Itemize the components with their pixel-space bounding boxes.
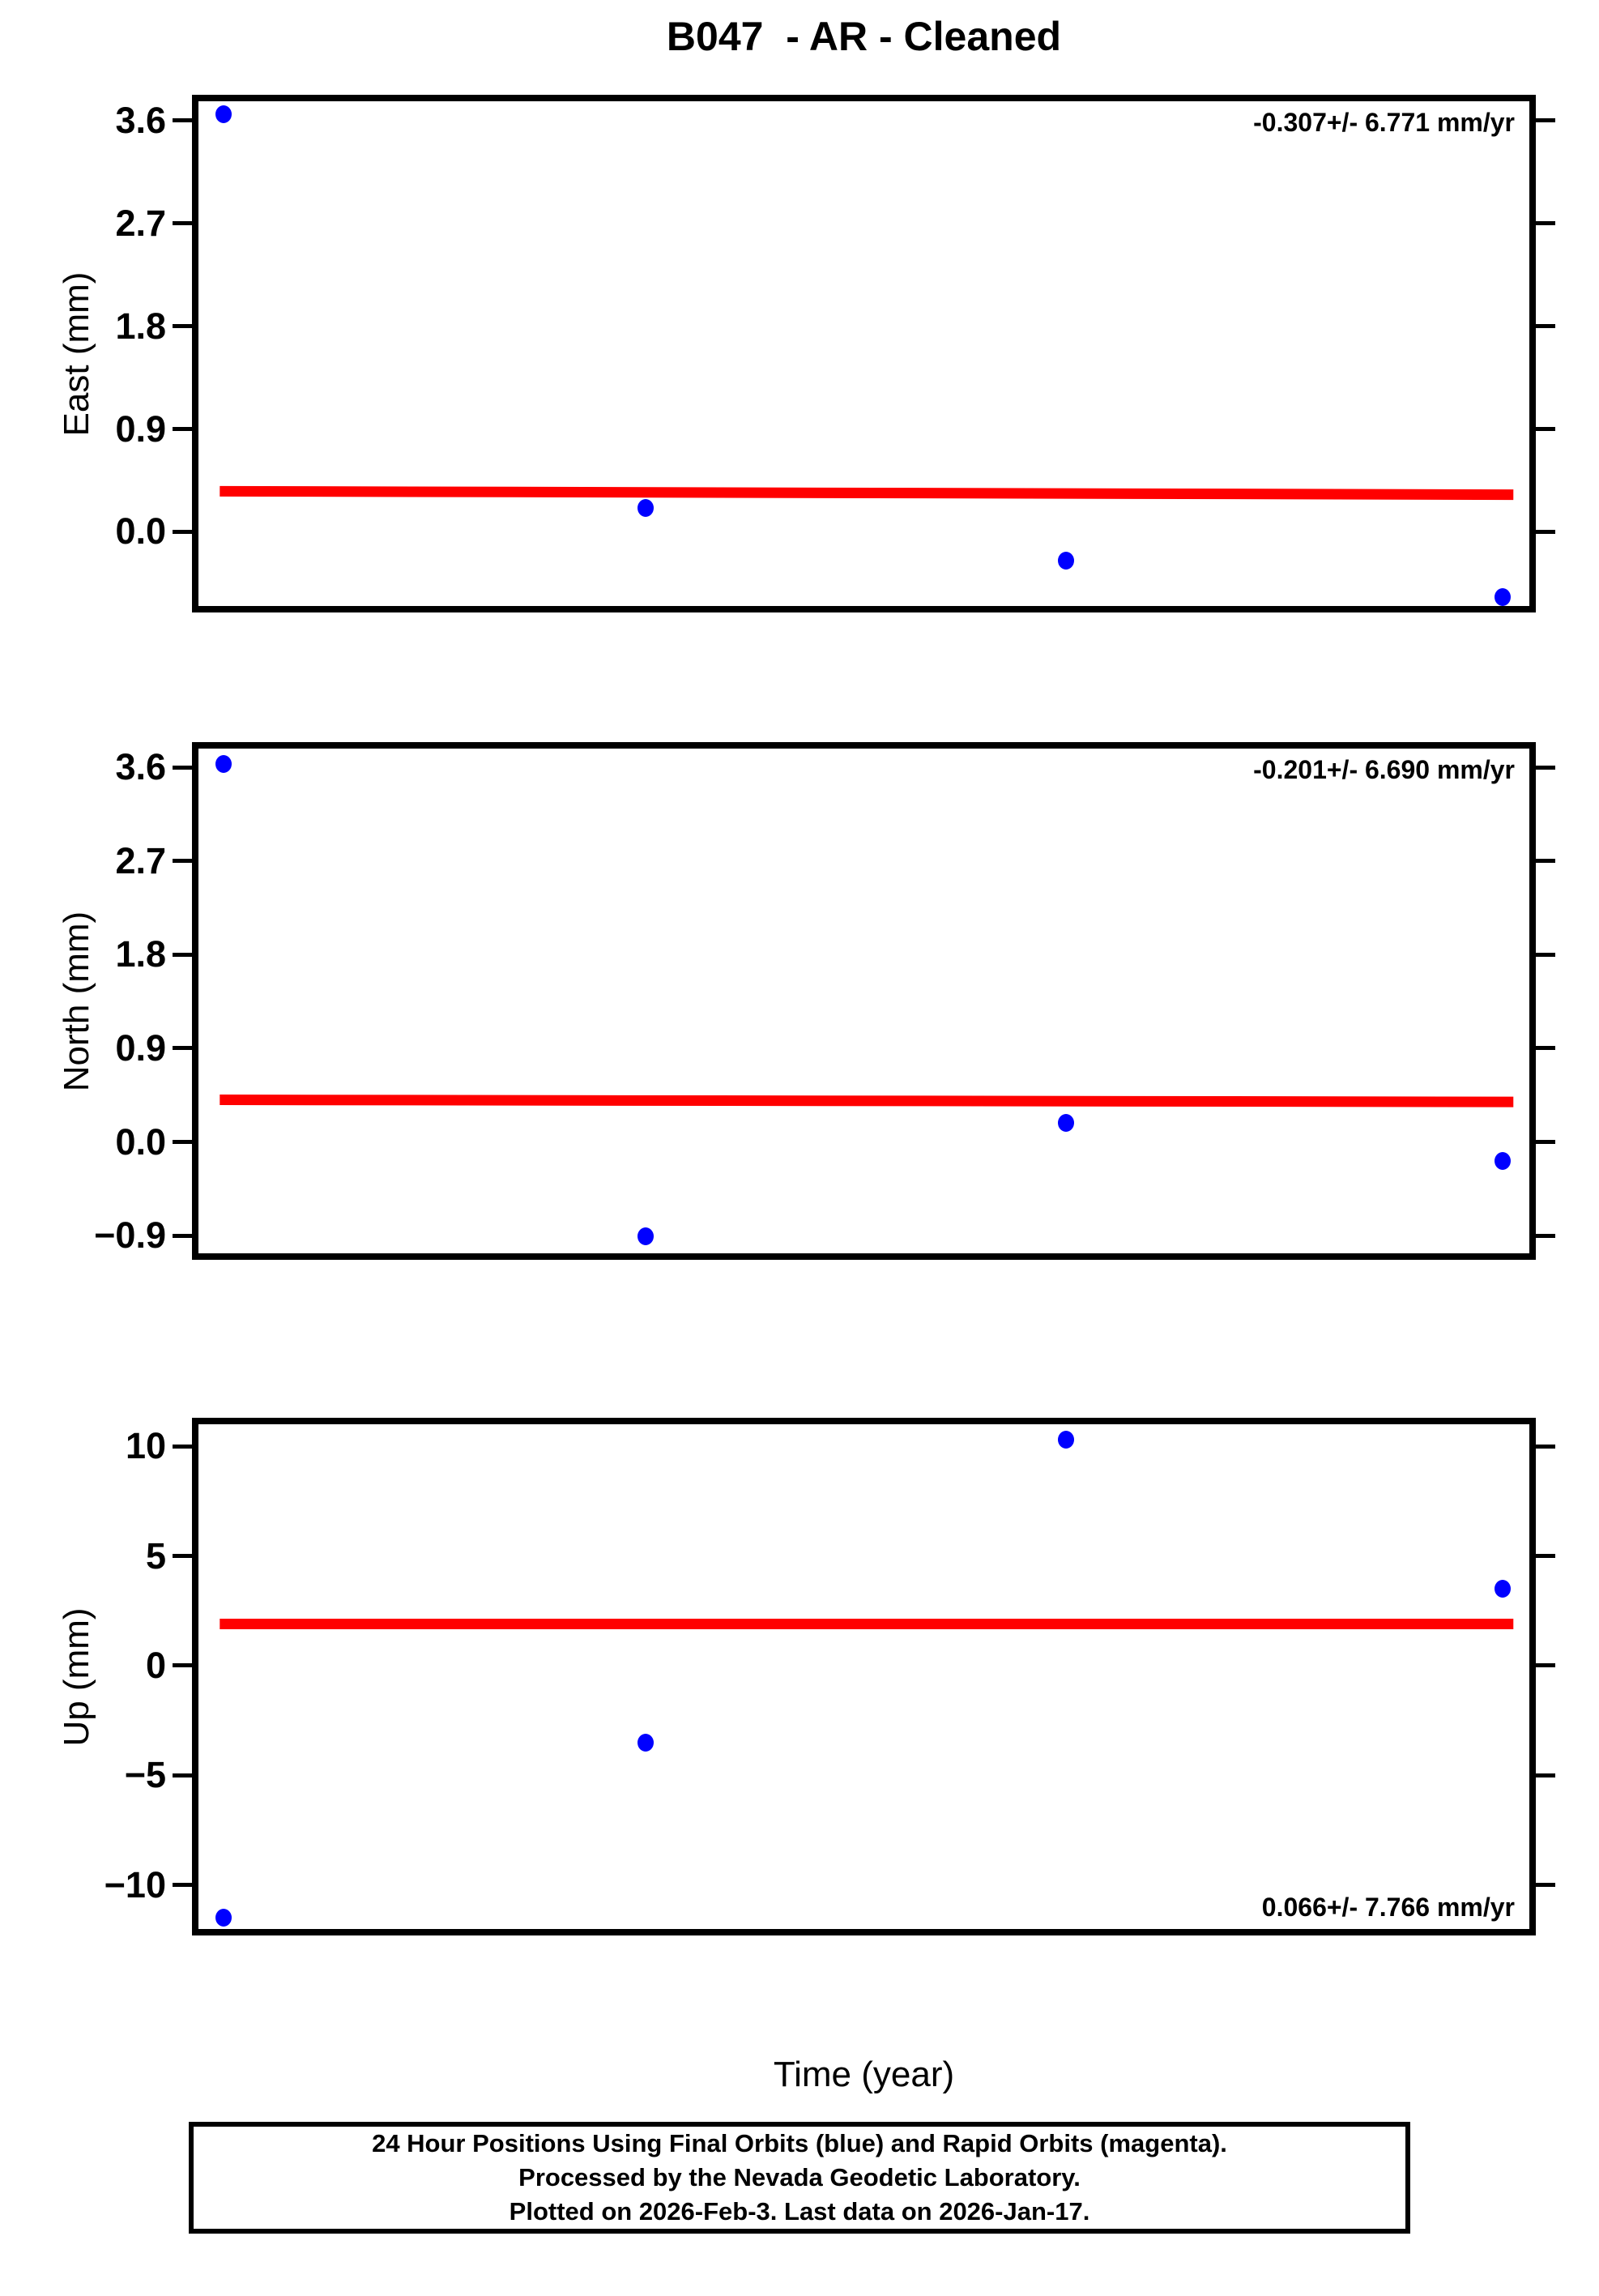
east-rate-annotation: -0.307+/- 6.771 mm/yr [1253,108,1515,137]
y-tick-right [1536,1663,1555,1668]
y-tick-right [1536,859,1555,864]
data-point [1058,1430,1075,1449]
y-tick-left [173,118,192,123]
data-point [215,755,232,774]
footer-line-2: Processed by the Nevada Geodetic Laborat… [518,2163,1081,2191]
y-tick-label: 3.6 [115,746,166,788]
north-rate-annotation: -0.201+/- 6.690 mm/yr [1253,755,1515,784]
y-tick-label: 3.6 [115,99,166,141]
y-tick-label: 0.9 [115,1026,166,1069]
y-tick-right [1536,1140,1555,1145]
y-tick-label: 0.0 [115,1120,166,1163]
data-point [215,105,232,123]
y-tick-right [1536,324,1555,329]
y-tick-right [1536,1773,1555,1777]
y-tick-right [1536,765,1555,770]
data-point [637,1227,655,1246]
y-tick-label: 1.8 [115,305,166,347]
y-tick-left [173,1046,192,1051]
y-tick-label: 0.0 [115,510,166,553]
footer-line-1: 24 Hour Positions Using Final Orbits (bl… [372,2129,1227,2157]
trend-line-layer [220,1618,1514,1629]
y-tick-right [1536,1233,1555,1238]
east-axis-label: East (mm) [57,271,96,436]
trend-line-layer [220,485,1514,501]
footer-line-3: Plotted on 2026-Feb-3. Last data on 2026… [509,2197,1090,2226]
y-tick-label: 2.7 [115,202,166,244]
y-tick-left [173,952,192,957]
x-axis-label: Time (year) [773,2055,955,2094]
y-tick-label: 0 [145,1644,166,1686]
y-tick-left [173,1233,192,1238]
trend-line [220,485,1514,501]
y-tick-left [173,1883,192,1888]
y-tick-label: 0.9 [115,408,166,450]
up-axis-label: Up (mm) [57,1607,96,1747]
y-tick-right [1536,1883,1555,1888]
y-tick-left [173,859,192,864]
y-tick-right [1536,1046,1555,1051]
y-tick-left [173,765,192,770]
data-point [215,1909,232,1927]
y-tick-right [1536,1554,1555,1559]
y-tick-label: 1.8 [115,933,166,975]
page-title: B047 - AR - Cleaned [666,14,1062,59]
y-tick-left [173,1773,192,1777]
up-rate-annotation: 0.066+/- 7.766 mm/yr [1261,1893,1515,1922]
data-point [1495,587,1512,606]
up-plot-frame: 0.066+/- 7.766 mm/yr −10 −5 0 5 10 [104,1418,1555,1935]
y-tick-left [173,1444,192,1449]
north-plot-frame: -0.201+/- 6.690 mm/yr −0.9 0.0 0.9 1.8 2.7 3.… [94,742,1555,1260]
data-point [1058,551,1075,570]
data-point [1495,1580,1512,1598]
y-tick-right [1536,1444,1555,1449]
east-panel: East (mm) -0.307+/- 6.771 mm/yr 0.0 0.9 1.… [0,95,1599,612]
data-point [637,1733,655,1752]
y-tick-label: −5 [124,1754,166,1796]
y-tick-left [173,1554,192,1559]
y-tick-left [173,529,192,534]
y-tick-right [1536,118,1555,123]
y-tick-left [173,1663,192,1668]
east-plot-frame: -0.307+/- 6.771 mm/yr 0.0 0.9 1.8 2.7 3.6 [115,95,1555,612]
y-tick-right [1536,529,1555,534]
y-tick-label: 10 [125,1425,166,1467]
y-tick-left [173,1140,192,1145]
y-tick-left [173,324,192,329]
y-tick-label: −10 [104,1863,166,1906]
data-point [637,498,655,517]
y-tick-right [1536,952,1555,957]
y-tick-right [1536,221,1555,226]
data-point [1058,1114,1075,1133]
y-tick-label: 2.7 [115,839,166,881]
y-tick-left [173,221,192,226]
y-tick-label: 5 [145,1534,166,1577]
y-tick-left [173,427,192,432]
y-tick-right [1536,427,1555,432]
trend-line-layer [220,1095,1514,1107]
y-tick-label: −0.9 [94,1214,166,1257]
trend-line [220,1095,1514,1107]
data-point [1495,1151,1512,1170]
north-axis-label: North (mm) [57,911,96,1091]
north-panel: North (mm) -0.201+/- 6.690 mm/yr −0.9 0.0… [0,742,1599,1260]
up-panel: Up (mm) 0.066+/- 7.766 mm/yr −10 −5 0 5 10 [0,1418,1599,1935]
footer-note-box: 24 Hour Positions Using Final Orbits (bl… [189,2122,1410,2234]
